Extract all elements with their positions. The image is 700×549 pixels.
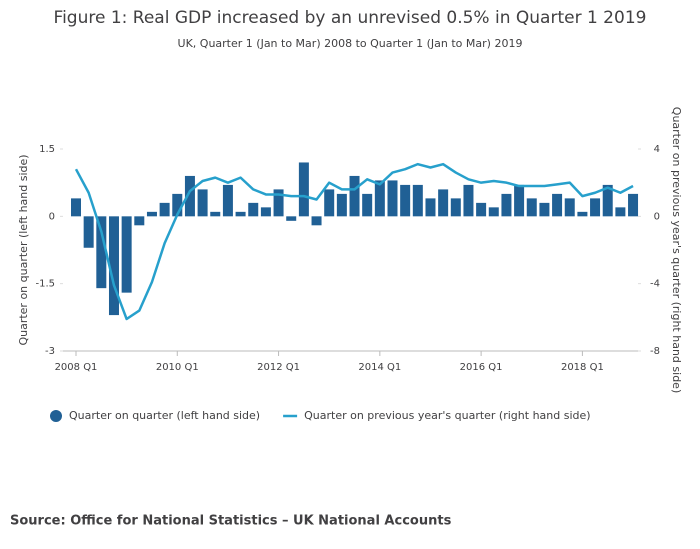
- bar: [526, 198, 537, 217]
- bar: [590, 198, 601, 217]
- bar: [83, 216, 94, 248]
- bar: [514, 184, 525, 217]
- legend-swatch: [50, 410, 62, 422]
- bar: [298, 162, 309, 217]
- bar: [615, 207, 626, 217]
- y2-tick-label: -8: [650, 346, 660, 357]
- bar: [539, 202, 550, 217]
- x-tick-label: 2014 Q1: [358, 362, 401, 373]
- bar: [222, 184, 233, 217]
- y2-tick-label: 4: [654, 144, 660, 155]
- bar: [121, 216, 132, 293]
- legend-label: Quarter on quarter (left hand side): [69, 409, 260, 422]
- y2-tick-label: -4: [650, 279, 660, 290]
- bar: [387, 180, 398, 217]
- chart-title: Figure 1: Real GDP increased by an unrev…: [54, 8, 647, 28]
- bar: [248, 202, 259, 217]
- bar: [184, 175, 195, 217]
- x-tick-label: 2010 Q1: [156, 362, 199, 373]
- y-tick-label: -1.5: [35, 279, 55, 290]
- bar: [463, 184, 474, 217]
- bar: [172, 193, 183, 217]
- bar: [324, 189, 335, 217]
- y-axis-title: Quarter on quarter (left hand side): [17, 154, 30, 345]
- chart-subtitle: UK, Quarter 1 (Jan to Mar) 2008 to Quart…: [178, 37, 523, 50]
- bar: [400, 184, 411, 217]
- bar: [425, 198, 436, 217]
- y-tick-label: 0: [49, 211, 55, 222]
- bar: [362, 193, 373, 217]
- bar: [628, 193, 639, 217]
- bar: [146, 211, 157, 217]
- bar: [71, 198, 81, 217]
- bar: [311, 216, 322, 226]
- x-tick-label: 2018 Q1: [561, 362, 604, 373]
- bar: [349, 175, 360, 217]
- bar: [501, 193, 512, 217]
- y2-tick-label: 0: [654, 211, 660, 222]
- bar: [197, 189, 208, 217]
- bar: [564, 198, 575, 217]
- bar: [374, 180, 385, 217]
- bar: [134, 216, 145, 226]
- bar: [159, 202, 170, 217]
- legend-label: Quarter on previous year's quarter (righ…: [304, 409, 590, 422]
- bar: [286, 216, 297, 221]
- y-tick-label: -3: [45, 346, 55, 357]
- x-tick-label: 2008 Q1: [55, 362, 98, 373]
- bar: [450, 198, 461, 217]
- bar: [438, 189, 449, 217]
- y-tick-label: 1.5: [39, 144, 55, 155]
- bar: [235, 211, 246, 217]
- bar: [210, 211, 221, 217]
- bar: [273, 189, 284, 217]
- bar: [336, 193, 347, 217]
- y2-axis-title: Quarter on previous year's quarter (righ…: [670, 107, 683, 393]
- bar: [412, 184, 423, 217]
- source-note: Source: Office for National Statistics –…: [10, 514, 452, 529]
- bar: [260, 207, 271, 217]
- bar: [488, 207, 499, 217]
- bar: [602, 184, 613, 217]
- x-tick-label: 2016 Q1: [460, 362, 503, 373]
- bar: [108, 216, 119, 316]
- bar: [552, 193, 563, 217]
- x-tick-label: 2012 Q1: [257, 362, 300, 373]
- line: [74, 162, 634, 321]
- bar: [96, 216, 107, 289]
- bar: [577, 211, 588, 217]
- bar: [476, 202, 487, 217]
